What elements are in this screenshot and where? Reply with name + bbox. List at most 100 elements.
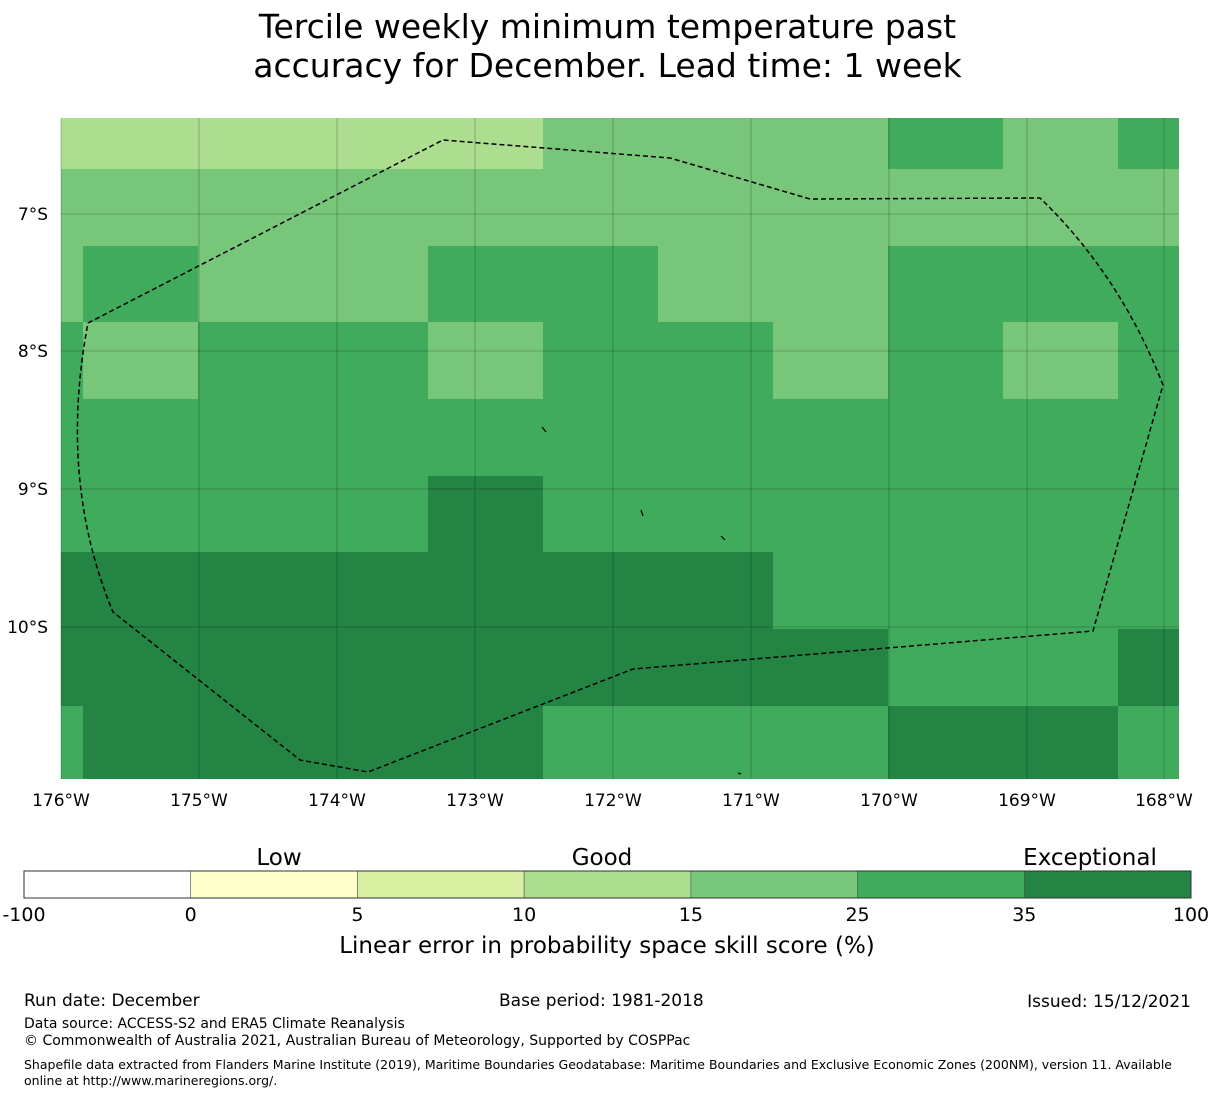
skill-cell <box>888 552 1003 629</box>
skill-cell <box>1118 552 1179 629</box>
skill-cell <box>1003 552 1118 629</box>
skill-cell <box>198 706 428 779</box>
skill-cell <box>888 246 1003 322</box>
skill-cell <box>61 706 83 779</box>
colorbar-tick-label: 5 <box>351 904 363 926</box>
skill-cell <box>198 118 428 169</box>
colorbar-segment <box>690 870 858 899</box>
colorbar-tick-label: 35 <box>1012 904 1036 926</box>
skill-cell <box>658 629 773 706</box>
skill-cell <box>83 629 198 706</box>
skill-cell <box>83 246 198 322</box>
skill-cell <box>198 476 428 552</box>
colorbar: -100 0 5 10 15 25 35 100 <box>2 870 1209 926</box>
island-shape <box>737 772 742 775</box>
x-tick-label: 175°W <box>170 791 228 811</box>
skill-cell <box>1118 118 1179 169</box>
x-tick-label: 172°W <box>584 791 642 811</box>
skill-cell <box>888 399 1003 476</box>
skill-cell <box>773 246 888 322</box>
island-shape <box>541 426 547 433</box>
skill-cell <box>428 399 543 476</box>
skill-cell <box>1003 246 1118 322</box>
skill-cell <box>61 399 83 476</box>
skill-cell <box>1003 629 1118 706</box>
skill-cell <box>428 169 543 246</box>
skill-cell <box>61 476 83 552</box>
skill-cell <box>83 322 198 399</box>
skill-cell <box>773 629 888 706</box>
skill-cell <box>428 552 543 629</box>
skill-cell <box>61 552 83 629</box>
skill-cell <box>658 118 773 169</box>
colorbar-tick-label: 25 <box>845 904 869 926</box>
skill-cell <box>773 169 888 246</box>
skill-cell <box>888 706 1003 779</box>
y-tick-label: 7°S <box>18 205 48 225</box>
colorbar-category-low: Low <box>256 845 301 871</box>
y-tick-label: 10°S <box>7 618 48 638</box>
colorbar-frame <box>23 870 1192 899</box>
skill-cell <box>773 476 888 552</box>
skill-cell <box>773 399 888 476</box>
skill-cell <box>543 322 658 399</box>
island-shape <box>720 535 726 541</box>
shapefile-credit: Shapefile data extracted from Flanders M… <box>24 1057 1172 1088</box>
skill-cell <box>1118 169 1179 246</box>
skill-cell <box>543 706 658 779</box>
skill-cell <box>888 629 1003 706</box>
colorbar-segment <box>1023 870 1192 899</box>
x-tick-label: 176°W <box>32 791 90 811</box>
skill-cell <box>61 629 83 706</box>
skill-cell <box>83 169 198 246</box>
skill-cell <box>198 322 428 399</box>
island-shape <box>640 509 644 517</box>
eez-boundary <box>76 139 1164 773</box>
copyright: © Commonwealth of Australia 2021, Austra… <box>24 1033 691 1049</box>
skill-cell <box>658 169 773 246</box>
skill-cell <box>1118 629 1179 706</box>
skill-cell <box>1118 476 1179 552</box>
skill-cell <box>198 552 428 629</box>
x-tick-label: 168°W <box>1135 791 1193 811</box>
skill-cell <box>61 169 83 246</box>
skill-cell <box>61 118 83 169</box>
colorbar-label: Linear error in probability space skill … <box>339 933 875 959</box>
skill-cell <box>888 322 1003 399</box>
skill-cell <box>83 399 198 476</box>
graticule <box>60 118 1179 779</box>
x-tick-label: 170°W <box>860 791 918 811</box>
skill-cell <box>1118 322 1179 399</box>
y-tick-label: 9°S <box>18 480 48 500</box>
skill-cell <box>428 629 543 706</box>
skill-cell <box>198 246 428 322</box>
colorbar-segment <box>523 870 692 899</box>
colorbar-category-exceptional: Exceptional <box>1023 845 1157 871</box>
skill-cell <box>198 629 428 706</box>
map-title-line1: Tercile weekly minimum temperature past <box>258 7 957 46</box>
x-tick-label: 171°W <box>722 791 780 811</box>
skill-cell <box>428 322 543 399</box>
x-tick-label: 174°W <box>308 791 366 811</box>
colorbar-tick-label: 0 <box>185 904 197 926</box>
skill-cell <box>773 322 888 399</box>
skill-cell <box>1003 169 1118 246</box>
colorbar-category-good: Good <box>572 845 633 871</box>
x-tick-label: 169°W <box>998 791 1056 811</box>
skill-cell <box>658 399 773 476</box>
skill-cell <box>543 476 658 552</box>
skill-grid <box>61 118 1179 779</box>
run-date: Run date: December <box>24 991 200 1011</box>
skill-cell <box>658 322 773 399</box>
skill-cell <box>428 246 543 322</box>
x-tick-label: 173°W <box>446 791 504 811</box>
skill-cell <box>83 118 198 169</box>
skill-cell <box>428 476 543 552</box>
colorbar-segment <box>857 870 1025 899</box>
colorbar-segment <box>190 870 358 899</box>
base-period: Base period: 1981-2018 <box>499 991 704 1011</box>
skill-cell <box>543 552 658 629</box>
skill-cell <box>543 399 658 476</box>
skill-cell <box>1003 118 1118 169</box>
skill-cell <box>658 552 773 629</box>
